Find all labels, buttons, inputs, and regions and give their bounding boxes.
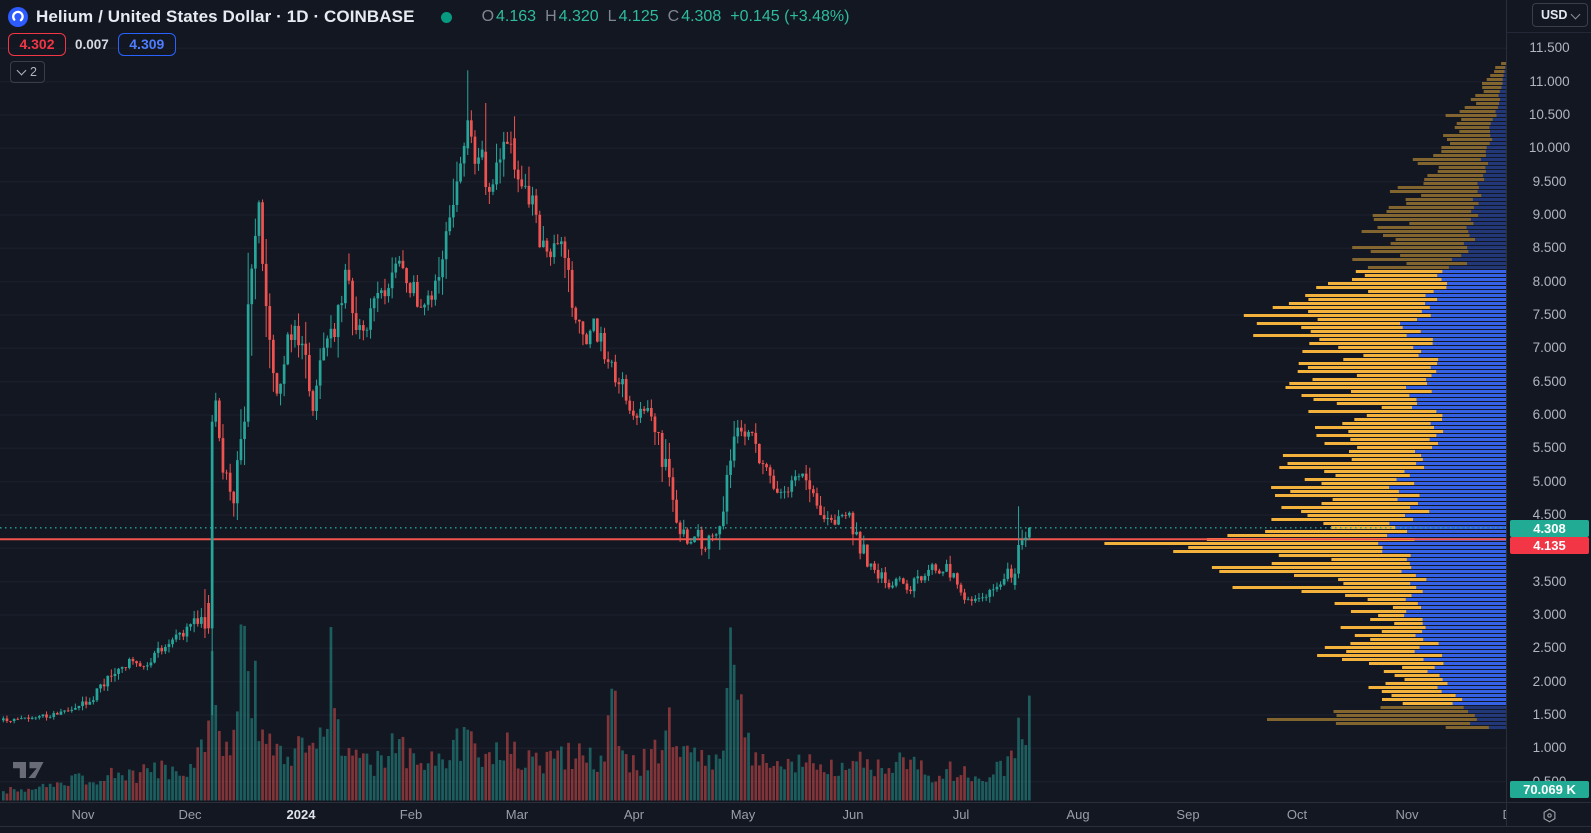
price-axis-label: 5.000 xyxy=(1532,473,1567,489)
price-axis[interactable]: USD 11.500 11.000 10.500 10.000 9.500 9.000 8.… xyxy=(1506,0,1591,802)
price-axis-label: 8.000 xyxy=(1532,273,1567,289)
high-value: 4.320 xyxy=(558,8,599,25)
price-axis-label: 1.000 xyxy=(1532,740,1567,756)
high-label: H xyxy=(545,8,557,25)
axis-separator xyxy=(1507,32,1591,33)
close-label: C xyxy=(667,8,680,25)
market-status-icon[interactable] xyxy=(440,11,452,23)
price-axis-label: 3.000 xyxy=(1532,607,1567,622)
price-axis-label: 9.000 xyxy=(1532,207,1567,222)
symbol-legend: Helium / United States Dollar · 1D · COI… xyxy=(8,5,849,29)
price-axis-label: 8.500 xyxy=(1532,240,1567,256)
time-axis[interactable]: Nov Dec 2024 Feb Mar Apr May Jun Jul Aug Sep Oct Nov… xyxy=(0,802,1591,827)
open-label: O xyxy=(481,8,495,25)
last-price-badge: 4.308 xyxy=(1510,520,1589,537)
price-axis-label: 11.000 xyxy=(1529,73,1570,89)
time-axis-month-label: Nov xyxy=(71,807,95,822)
time-axis-month-label: Sep xyxy=(1176,807,1200,822)
indicators-collapse-button[interactable]: 2 xyxy=(10,61,45,83)
symbol-title[interactable]: Helium / United States Dollar · 1D · COI… xyxy=(36,7,415,26)
price-axis-label: 10.500 xyxy=(1528,107,1571,122)
tradingview-logo[interactable] xyxy=(13,762,47,781)
low-label: L xyxy=(607,8,617,25)
currency-label: USD xyxy=(1541,8,1568,22)
price-axis-label: 7.500 xyxy=(1532,307,1567,322)
chart-canvas[interactable] xyxy=(0,0,1506,802)
currency-dropdown[interactable]: USD xyxy=(1532,3,1588,27)
time-axis-month-label: Apr xyxy=(623,807,645,822)
helium-logo-icon xyxy=(8,7,28,27)
axis-settings-corner[interactable] xyxy=(1506,803,1591,827)
price-line-badge: 4.135 xyxy=(1510,537,1589,554)
price-axis-label: 10.000 xyxy=(1528,140,1571,156)
time-axis-month-label: Nov xyxy=(1395,807,1419,822)
time-axis-month-label: Dec xyxy=(178,807,202,822)
indicator-count: 2 xyxy=(30,65,37,79)
buy-price-button[interactable]: 4.309 xyxy=(117,33,176,56)
time-axis-month-label: Jul xyxy=(952,807,970,822)
scale-settings-icon[interactable] xyxy=(1541,807,1558,824)
open-value: 4.163 xyxy=(496,8,537,25)
price-axis-label: 9.500 xyxy=(1532,173,1567,189)
price-axis-label: 6.000 xyxy=(1532,407,1567,422)
sell-price-button[interactable]: 4.302 xyxy=(8,33,66,56)
time-axis-month-label: Oct xyxy=(1286,807,1308,822)
change-value: +0.145 (+3.48%) xyxy=(730,8,850,25)
time-axis-month-label: Mar xyxy=(505,807,529,822)
time-axis-month-label: May xyxy=(730,807,756,822)
price-axis-label: 5.500 xyxy=(1532,440,1567,456)
time-axis-month-label: Jun xyxy=(842,807,864,822)
time-axis-month-label: Feb xyxy=(399,807,423,822)
price-axis-label: 1.500 xyxy=(1532,707,1567,722)
chevron-down-icon xyxy=(1570,9,1581,19)
chevron-down-icon xyxy=(16,65,27,76)
price-axis-label: 2.000 xyxy=(1532,673,1567,689)
time-axis-month-label: Aug xyxy=(1066,807,1090,822)
low-value: 4.125 xyxy=(618,8,659,25)
price-axis-label: 11.500 xyxy=(1529,40,1570,56)
price-axis-label: 6.500 xyxy=(1532,373,1567,389)
volume-badge: 70.069 K xyxy=(1510,781,1589,798)
spread-value: 0.007 xyxy=(75,37,109,52)
time-axis-month-label: Dec xyxy=(1502,803,1506,826)
price-axis-label: 2.500 xyxy=(1532,640,1567,656)
bid-ask-row: 4.302 0.007 4.309 xyxy=(8,33,176,56)
ohlc-values: O 4.163 H 4.320 L 4.125 C 4.308 xyxy=(482,8,722,26)
close-value: 4.308 xyxy=(681,8,722,25)
price-axis-label: 4.500 xyxy=(1532,507,1567,522)
price-axis-label: 3.500 xyxy=(1532,573,1567,589)
time-axis-year-label: 2024 xyxy=(286,807,316,822)
price-axis-label: 7.000 xyxy=(1532,340,1567,356)
